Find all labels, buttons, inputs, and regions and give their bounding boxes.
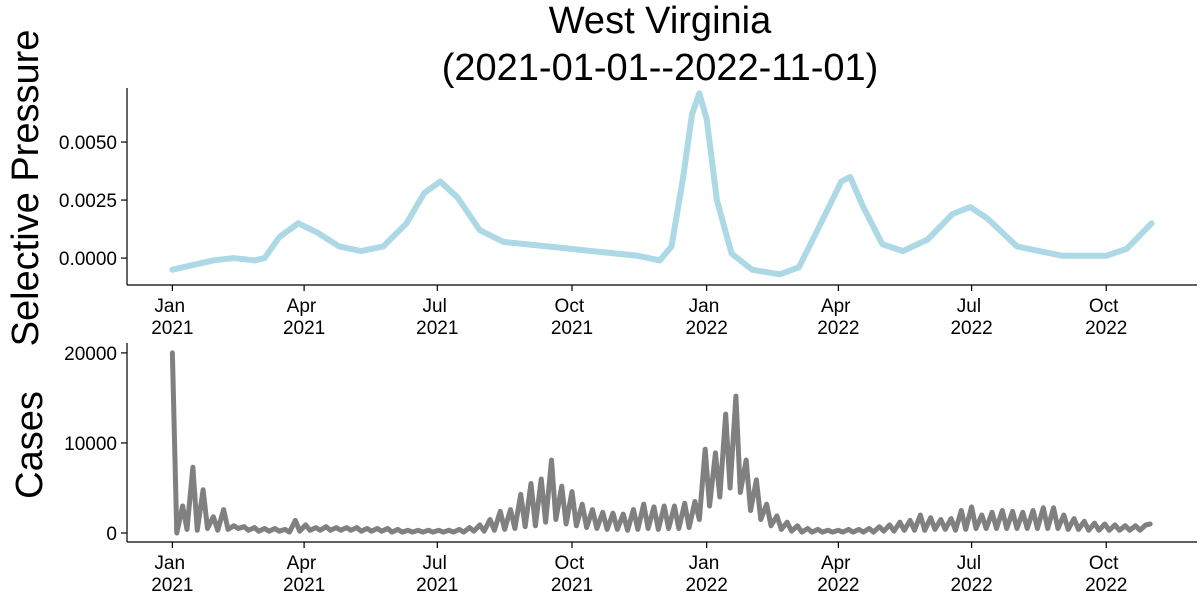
tick-label-line: 2022 xyxy=(686,575,728,596)
tick-label-line: 2021 xyxy=(151,318,193,339)
tick-label-line: 2021 xyxy=(416,575,458,596)
tick-label-line: Jul xyxy=(957,553,987,574)
x-tick-label: Apr 2021 xyxy=(283,296,325,339)
chart-title: (2021-01-01--2022-11-01) xyxy=(442,47,879,89)
tick-label-line: Oct xyxy=(555,296,590,317)
tick-label-line: 2021 xyxy=(551,575,593,596)
x-tick-label: Jan 2022 xyxy=(686,296,728,339)
tick-label-line: Jan xyxy=(689,553,725,574)
x-tick-label: Jul 2022 xyxy=(950,296,992,339)
tick-label-line: Jan xyxy=(154,553,190,574)
tick-label-line: 2022 xyxy=(817,575,859,596)
x-tick-label: Oct 2022 xyxy=(1085,296,1127,339)
tick-label-line: Jul xyxy=(957,296,987,317)
y-tick-label: 20000 xyxy=(64,344,117,365)
tick-label-line: Jul xyxy=(423,553,453,574)
y-tick-label: 0.0050 xyxy=(59,133,117,154)
y-tick-label: 10000 xyxy=(64,434,117,455)
tick-label-line: 2022 xyxy=(950,318,992,339)
x-tick-label: Apr 2021 xyxy=(283,553,325,596)
tick-label-line: 2021 xyxy=(283,318,325,339)
data-line xyxy=(169,90,1155,278)
tick-label-line: 2021 xyxy=(151,575,193,596)
x-tick-label: Jan 2021 xyxy=(151,296,193,339)
y-tick-label: 0 xyxy=(106,524,117,545)
x-tick-label: Jul 2021 xyxy=(416,553,458,596)
tick-label-line: 2021 xyxy=(551,318,593,339)
x-tick-label: Jul 2022 xyxy=(950,553,992,596)
tick-label-line: 2022 xyxy=(1085,318,1127,339)
x-tick-label: Jul 2021 xyxy=(416,296,458,339)
y-axis-label: Selective Pressure xyxy=(5,30,47,347)
tick-label-line: 2022 xyxy=(686,318,728,339)
y-tick-label: 0.0025 xyxy=(59,191,117,212)
data-line xyxy=(169,350,1153,536)
x-tick-label: Oct 2022 xyxy=(1085,553,1127,596)
x-tick-label: Jan 2022 xyxy=(686,553,728,596)
tick-label-line: Apr xyxy=(821,553,856,574)
tick-label-line: Apr xyxy=(287,296,322,317)
tick-label-line: Apr xyxy=(821,296,856,317)
tick-label-line: 2022 xyxy=(817,318,859,339)
x-tick-label: Apr 2022 xyxy=(817,553,859,596)
tick-label-line: Apr xyxy=(287,553,322,574)
x-tick-label: Apr 2022 xyxy=(817,296,859,339)
tick-label-line: Jan xyxy=(689,296,725,317)
x-tick-label: Oct 2021 xyxy=(551,553,593,596)
x-tick-label: Jan 2021 xyxy=(151,553,193,596)
tick-label-line: Jan xyxy=(154,296,190,317)
tick-label-line: Oct xyxy=(555,553,590,574)
x-tick-label: Oct 2021 xyxy=(551,296,593,339)
tick-label-line: Oct xyxy=(1089,296,1124,317)
tick-label-line: 2022 xyxy=(950,575,992,596)
tick-label-line: 2022 xyxy=(1085,575,1127,596)
y-axis-label: Cases xyxy=(9,391,51,499)
chart-title: West Virginia xyxy=(549,0,772,42)
tick-label-line: 2021 xyxy=(416,318,458,339)
y-tick-label: 0.0000 xyxy=(59,249,117,270)
tick-label-line: 2021 xyxy=(283,575,325,596)
tick-label-line: Oct xyxy=(1089,553,1124,574)
tick-label-line: Jul xyxy=(423,296,453,317)
